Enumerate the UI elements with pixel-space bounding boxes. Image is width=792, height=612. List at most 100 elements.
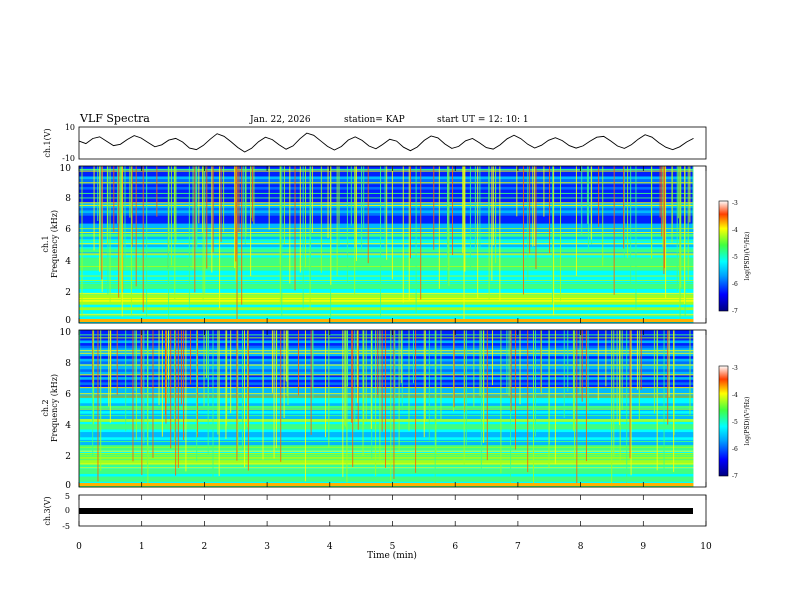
spectrogram-burst bbox=[250, 166, 252, 218]
spectrogram-band bbox=[79, 366, 694, 370]
spectrogram-burst bbox=[663, 166, 665, 275]
spectrogram-burst bbox=[677, 166, 679, 219]
spectrogram-band bbox=[79, 463, 694, 467]
spectrogram-burst bbox=[161, 330, 163, 437]
spectrogram-line bbox=[79, 446, 694, 448]
spectrogram-band bbox=[79, 286, 694, 290]
spectrogram-band bbox=[79, 356, 694, 360]
spectrogram-burst bbox=[152, 330, 154, 458]
spectrogram-line bbox=[79, 467, 694, 469]
spectrogram-line bbox=[79, 301, 694, 303]
spectrogram-line bbox=[79, 456, 694, 458]
spectrogram-burst bbox=[636, 330, 638, 390]
spectrogram-burst bbox=[495, 166, 497, 264]
spectrogram-burst bbox=[185, 330, 187, 472]
spectrogram-burst bbox=[302, 166, 304, 309]
spectrogram-burst bbox=[534, 330, 536, 437]
spectrogram-burst bbox=[508, 330, 510, 396]
spectrogram-burst bbox=[398, 330, 400, 451]
spectrogram-burst bbox=[605, 330, 607, 387]
spectrogram-burst bbox=[689, 166, 691, 223]
spectrogram-burst bbox=[597, 330, 599, 400]
spectrogram-burst bbox=[629, 330, 631, 459]
spectrogram-burst bbox=[310, 330, 312, 435]
spectrogram-burst bbox=[131, 166, 133, 247]
spectrogram-burst bbox=[281, 166, 283, 317]
spectrogram-burst bbox=[97, 330, 99, 482]
spectrogram-burst bbox=[676, 166, 678, 292]
spectrogram-burst bbox=[230, 330, 232, 414]
spectrogram-burst bbox=[370, 330, 372, 429]
spectrogram-line bbox=[79, 374, 694, 376]
spectrogram-burst bbox=[548, 330, 550, 468]
spectrogram-line bbox=[79, 282, 694, 284]
spectrogram-burst bbox=[473, 330, 475, 407]
spectrogram-burst bbox=[146, 166, 148, 318]
spectrogram-burst bbox=[409, 166, 411, 259]
spectrogram-burst bbox=[354, 330, 356, 432]
spectrogram-burst bbox=[244, 166, 246, 245]
spectrogram-band bbox=[79, 262, 694, 266]
spectrogram-line bbox=[79, 408, 694, 410]
spectrogram-burst bbox=[206, 166, 208, 269]
spectrogram-burst bbox=[310, 166, 312, 280]
spectrogram-band bbox=[79, 335, 694, 339]
ch2-freq-label: Frequency (kHz) bbox=[50, 374, 59, 442]
spectrogram-burst bbox=[692, 166, 694, 229]
spectrogram-burst bbox=[684, 166, 686, 305]
spectrogram-burst bbox=[238, 166, 240, 233]
spectrogram-band bbox=[79, 392, 694, 396]
spectrogram-burst bbox=[275, 330, 277, 449]
spectrogram-burst bbox=[356, 330, 358, 386]
spectrogram-burst bbox=[132, 330, 134, 462]
spectrogram-burst bbox=[99, 166, 101, 272]
spectrogram-burst bbox=[247, 330, 249, 428]
x-tick-8: 8 bbox=[578, 542, 584, 552]
spectrogram-burst bbox=[488, 166, 490, 300]
spectrogram-burst bbox=[491, 166, 493, 281]
spectrogram-burst bbox=[480, 330, 482, 469]
ch2-cb-tick-m6: -6 bbox=[732, 446, 738, 453]
spectrogram-burst bbox=[627, 166, 629, 258]
spectrogram-burst bbox=[586, 166, 588, 224]
spectrogram-burst bbox=[462, 166, 464, 228]
spectrogram-burst bbox=[207, 330, 209, 410]
spectrogram-burst bbox=[336, 166, 338, 276]
spectrogram-line bbox=[79, 364, 694, 366]
spectrogram-burst bbox=[616, 330, 618, 420]
spectrogram-burst bbox=[371, 330, 373, 420]
spectrogram-low-band bbox=[79, 319, 694, 322]
x-tick-3: 3 bbox=[264, 542, 270, 552]
spectrogram-band bbox=[79, 302, 694, 306]
spectrogram-burst bbox=[623, 166, 625, 259]
spectrogram-burst bbox=[220, 166, 222, 242]
spectrogram-line bbox=[79, 313, 694, 315]
spectrogram-band bbox=[79, 450, 694, 454]
spectrogram-burst bbox=[327, 166, 329, 239]
x-tick-5: 5 bbox=[390, 542, 396, 552]
spectrogram-line bbox=[79, 454, 694, 456]
ch1-cb-tick-m4: -4 bbox=[732, 227, 738, 234]
ch2-cb-tick-m7: -7 bbox=[732, 473, 738, 480]
spectrogram-line bbox=[79, 265, 694, 267]
spectrogram-burst bbox=[142, 166, 144, 313]
spectrogram-burst bbox=[330, 166, 332, 285]
ch1-colorbar-bar bbox=[718, 200, 729, 312]
spectrogram-burst bbox=[226, 330, 228, 426]
spectrogram-burst bbox=[590, 166, 592, 240]
spectrogram-line bbox=[79, 279, 694, 281]
spectrogram-band bbox=[79, 424, 694, 428]
spectrogram-line bbox=[79, 334, 694, 336]
spectrogram-burst bbox=[276, 330, 278, 380]
spectrogram-burst bbox=[532, 166, 534, 247]
spectrogram-band bbox=[79, 468, 694, 472]
spectrogram-burst bbox=[119, 166, 121, 289]
spectrogram-band bbox=[79, 377, 694, 381]
spectrogram-blank bbox=[693, 330, 706, 487]
spectrogram-burst bbox=[235, 166, 237, 262]
spectrogram-burst bbox=[529, 166, 531, 254]
spectrogram-burst bbox=[499, 166, 501, 302]
spectrogram-burst bbox=[177, 330, 179, 468]
spectrogram-burst bbox=[203, 330, 205, 407]
spectrogram-band bbox=[79, 434, 694, 438]
